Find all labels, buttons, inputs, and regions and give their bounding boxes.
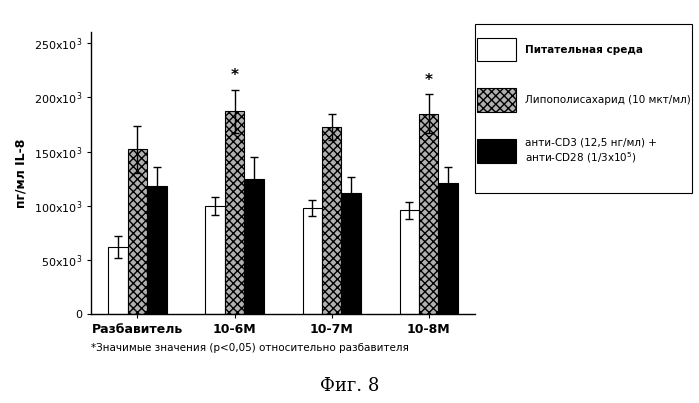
Text: *: * — [231, 68, 238, 83]
Bar — [400, 210, 419, 314]
Text: Липополисахарид (10 мкт/мл): Липополисахарид (10 мкт/мл) — [525, 96, 691, 105]
Bar — [419, 114, 438, 314]
Text: *Значимые значения (р<0,05) относительно разбавителя: *Значимые значения (р<0,05) относительно… — [91, 343, 409, 353]
FancyBboxPatch shape — [477, 139, 517, 163]
Y-axis label: пг/мл IL-8: пг/мл IL-8 — [15, 139, 28, 208]
Bar — [128, 150, 147, 314]
Bar — [438, 183, 458, 314]
Text: анти-CD3 (12,5 нг/мл) + анти-CD28 (1/3x10$^5$): анти-CD3 (12,5 нг/мл) + анти-CD28 (1/3x1… — [525, 137, 657, 165]
Bar — [303, 208, 322, 314]
FancyBboxPatch shape — [475, 24, 692, 193]
Text: Фиг. 8: Фиг. 8 — [320, 377, 379, 395]
FancyBboxPatch shape — [477, 89, 517, 112]
Bar — [322, 127, 341, 314]
Bar — [108, 247, 128, 314]
Bar — [244, 179, 264, 314]
Text: *: * — [425, 73, 433, 87]
Text: Питательная среда: Питательная среда — [525, 45, 643, 54]
FancyBboxPatch shape — [477, 38, 517, 61]
Bar — [225, 112, 244, 314]
Bar — [147, 186, 166, 314]
Bar — [341, 193, 361, 314]
Bar — [206, 206, 225, 314]
